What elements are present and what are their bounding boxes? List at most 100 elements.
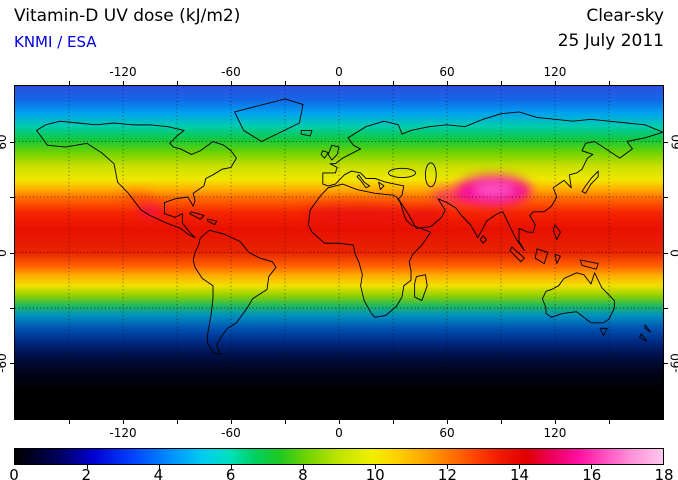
colorbar-label: 0: [9, 466, 19, 480]
colorbar-label: 18: [654, 466, 674, 480]
lat-label-left: 60: [0, 133, 9, 150]
axis-tick: [447, 420, 448, 424]
coastline-iceland: [300, 129, 313, 137]
axis-tick: [554, 81, 556, 85]
axis-tick: [664, 363, 668, 365]
coastline-caspian-sea: [424, 162, 437, 188]
coastline-britain: [327, 144, 340, 161]
axis-tick: [285, 420, 286, 424]
lon-label-top: -60: [221, 65, 241, 79]
coastline-sumatra: [509, 246, 525, 263]
colorbar-tick: [375, 465, 376, 469]
axis-tick: [664, 308, 668, 309]
colorbar-tick: [86, 465, 88, 469]
header-right: Clear-sky 25 July 2011: [558, 6, 664, 51]
colorbar-tick: [230, 465, 232, 469]
colorbar-labels: 0 2 4 6 8 10 12 14 16 18: [9, 466, 673, 480]
source-credit: KNMI / ESA: [14, 33, 97, 51]
axis-tick: [10, 363, 14, 365]
lon-label-bottom: -60: [221, 426, 241, 440]
coastline-australia: [541, 272, 615, 324]
axis-tick: [10, 196, 14, 198]
coastline-black-sea: [388, 167, 416, 179]
colorbar-label: 10: [365, 466, 385, 480]
colorbar-label: 2: [81, 466, 91, 480]
colorbar-label: 14: [510, 466, 530, 480]
mexico-enhancement: [136, 202, 164, 218]
lon-label-bottom: 120: [543, 426, 567, 440]
axis-tick: [447, 81, 448, 85]
date-label: 25 July 2011: [557, 31, 664, 51]
axis-tick: [339, 420, 340, 424]
axis-tick: [230, 420, 232, 424]
coastline-sri-lanka: [479, 235, 488, 244]
colorbar-tick: [302, 465, 304, 469]
coastlines: [36, 98, 663, 355]
lon-label-bottom: 0: [335, 426, 343, 440]
header-left: Vitamin-D UV dose (kJ/m2) KNMI / ESA: [14, 6, 240, 51]
coastline-africa: [307, 183, 432, 318]
colorbar-label: 16: [582, 466, 602, 480]
lon-label-top: -120: [109, 65, 137, 79]
coastline-new-zealand-north: [644, 324, 651, 333]
chart-title: Vitamin-D UV dose (kJ/m2): [14, 6, 241, 26]
axis-tick: [177, 420, 178, 424]
axis-tick: [664, 141, 668, 143]
coastline-greenland: [234, 98, 304, 142]
coastline-hispaniola: [207, 218, 218, 226]
coastline-south-america: [192, 229, 277, 355]
coastline-italy: [356, 174, 371, 189]
axis-tick: [664, 252, 668, 254]
dose-anomalies: [120, 175, 532, 224]
coastline-japan: [581, 170, 599, 194]
axis-tick: [501, 420, 502, 424]
axis-tick: [123, 420, 124, 424]
axis-tick: [68, 420, 70, 424]
arabia-enhancement: [404, 207, 445, 224]
lat-label-left: -60: [0, 353, 9, 374]
colorbar-tick: [447, 465, 448, 469]
colorbar-tick: [158, 465, 160, 469]
tibet-plateau-core: [472, 181, 516, 198]
coastline-madagascar: [414, 274, 428, 302]
uv-dose-map: [15, 86, 663, 419]
lon-label-top: 60: [439, 65, 455, 79]
us-southwest-enhancement: [120, 191, 153, 207]
coastline-greece: [378, 181, 385, 191]
colorbar-label: 12: [437, 466, 457, 480]
axis-tick: [609, 420, 610, 424]
lon-label-bottom: -120: [109, 426, 137, 440]
colorbar-tick: [519, 465, 520, 469]
axis-tick: [10, 141, 14, 143]
colorbar-tick: [591, 465, 592, 469]
coastline-north-america: [36, 120, 237, 239]
axis-tick: [501, 81, 502, 85]
coastline-tasmania: [599, 327, 608, 337]
axis-tick: [10, 252, 14, 254]
axis-tick: [123, 81, 124, 85]
lat-label-right: -60: [669, 353, 678, 374]
world-map-plot: -120 -60 0 60 120 -120 -60 0 60 120 60 0…: [0, 65, 678, 440]
axis-tick: [339, 81, 340, 85]
axis-tick: [554, 420, 556, 424]
condition-label: Clear-sky: [586, 6, 664, 26]
coastline-new-zealand-south: [639, 333, 648, 342]
axis-tick: [392, 81, 394, 85]
coastline-eurasia: [322, 111, 663, 252]
axis-tick: [10, 308, 14, 309]
coastline-new-guinea: [579, 259, 599, 270]
lon-label-top: 120: [543, 65, 567, 79]
colorbar-label: 6: [225, 466, 236, 480]
coastline-cuba: [189, 211, 205, 220]
axis-tick: [230, 81, 232, 85]
axis-tick: [664, 196, 668, 198]
axis-tick: [285, 81, 286, 85]
axis-tick: [68, 81, 70, 85]
coastline-sulawesi: [554, 253, 561, 265]
colorbar-label: 8: [298, 466, 308, 480]
axis-tick: [609, 81, 610, 85]
colorbar: [14, 448, 664, 469]
coastline-ireland: [320, 150, 329, 159]
axis-tick: [177, 81, 178, 85]
